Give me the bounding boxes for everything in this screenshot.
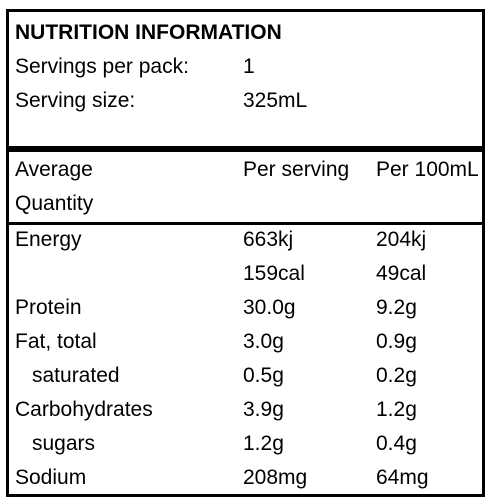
nutrient-name: Fat, total — [15, 330, 97, 353]
column-header-divider — [9, 222, 482, 225]
per-100ml-value: 0.9g — [376, 330, 417, 353]
nutrient-name: saturated — [32, 364, 120, 387]
per-serving-value: 1.2g — [243, 432, 284, 455]
nutrition-panel: NUTRITION INFORMATION Servings per pack:… — [6, 9, 485, 497]
nutrient-name: Sodium — [15, 466, 87, 489]
servings-per-pack-value: 1 — [243, 55, 255, 78]
servings-per-pack-label: Servings per pack: — [15, 55, 189, 78]
per-serving-value: 3.0g — [243, 330, 284, 353]
per-serving-value: 159cal — [243, 262, 305, 285]
per-serving-value: 663kj — [243, 228, 294, 251]
per-100ml-value: 49cal — [376, 262, 427, 285]
panel-title: NUTRITION INFORMATION — [15, 21, 282, 44]
per-serving-value: 3.9g — [243, 398, 284, 421]
per-100ml-value: 9.2g — [376, 296, 417, 319]
per-100ml-value: 0.4g — [376, 432, 417, 455]
per-100ml-value: 0.2g — [376, 364, 417, 387]
column-header-quantity-line2: Quantity — [15, 192, 94, 215]
per-100ml-value: 1.2g — [376, 398, 417, 421]
per-serving-value: 0.5g — [243, 364, 284, 387]
serving-size-value: 325mL — [243, 89, 308, 112]
serving-size-label: Serving size: — [15, 89, 136, 112]
column-header-per-100ml: Per 100mL — [376, 158, 479, 181]
per-serving-value: 30.0g — [243, 296, 296, 319]
column-header-quantity-line1: Average — [15, 158, 93, 181]
per-100ml-value: 64mg — [376, 466, 429, 489]
nutrient-name: Carbohydrates — [15, 398, 153, 421]
header-divider-thick — [9, 146, 482, 152]
nutrient-name: Protein — [15, 296, 82, 319]
per-100ml-value: 204kj — [376, 228, 427, 251]
column-header-per-serving: Per serving — [243, 158, 350, 181]
nutrient-name: Energy — [15, 228, 82, 251]
nutrient-name: sugars — [32, 432, 96, 455]
per-serving-value: 208mg — [243, 466, 308, 489]
